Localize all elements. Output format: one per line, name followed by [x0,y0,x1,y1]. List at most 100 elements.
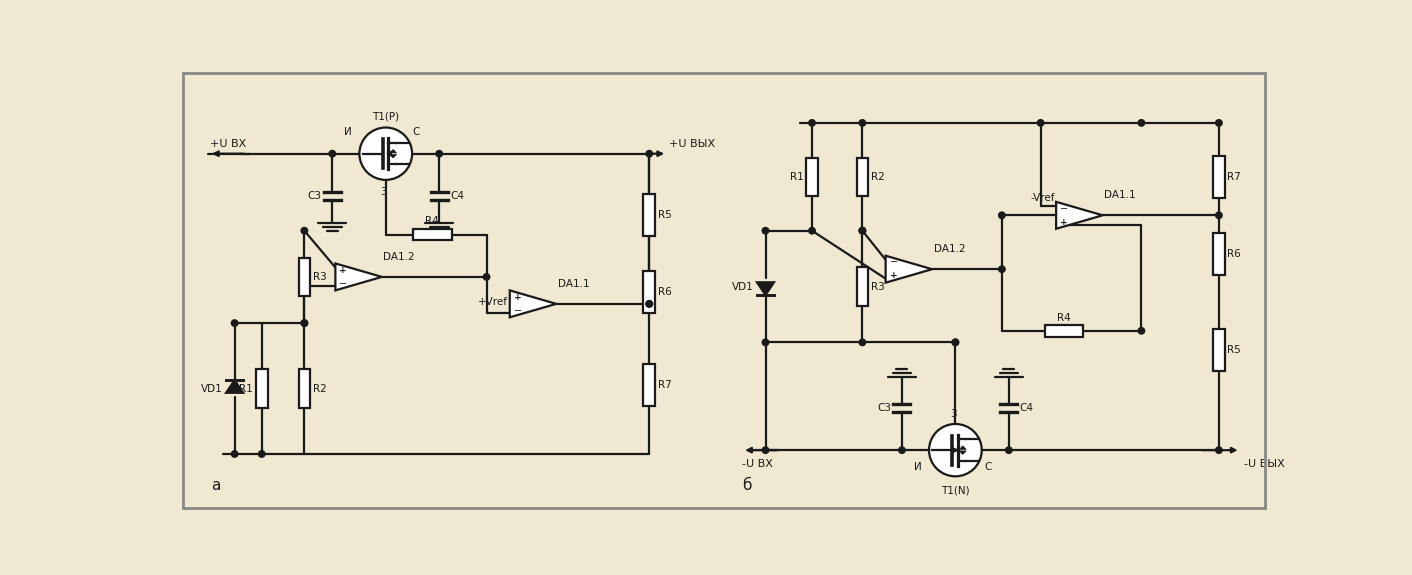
Polygon shape [1056,202,1103,229]
Text: 3: 3 [380,187,387,197]
Bar [412,229,452,240]
Text: R3: R3 [871,282,885,292]
Text: +: + [890,271,897,281]
Text: −: − [890,258,898,267]
Circle shape [858,228,866,234]
Polygon shape [757,282,774,295]
Text: -U ВЫХ: -U ВЫХ [1244,459,1285,469]
Circle shape [809,228,815,234]
Text: +Vref: +Vref [479,297,508,306]
Polygon shape [390,150,397,153]
Text: DA1.2: DA1.2 [384,252,415,262]
Circle shape [1038,120,1043,126]
Text: T1(P): T1(P) [373,112,400,121]
Circle shape [1216,120,1223,126]
Circle shape [1216,447,1223,453]
Text: DA1.1: DA1.1 [1104,190,1135,200]
Text: R1: R1 [789,172,803,182]
Circle shape [809,120,815,126]
Text: б: б [743,477,751,493]
Circle shape [436,151,442,157]
Circle shape [647,151,652,157]
Circle shape [762,339,768,346]
Polygon shape [336,263,381,290]
Polygon shape [959,446,966,450]
Text: 3: 3 [950,409,956,419]
Text: T1(N): T1(N) [940,485,970,496]
Circle shape [898,447,905,453]
Text: R2: R2 [871,172,885,182]
Bar [644,271,655,313]
Text: +: + [339,266,347,275]
Polygon shape [510,290,556,317]
Circle shape [858,120,866,126]
Text: VD1: VD1 [733,282,754,292]
Circle shape [929,424,981,476]
Text: -U ВХ: -U ВХ [743,459,774,469]
Text: DA1.2: DA1.2 [933,244,966,254]
Text: C4: C4 [450,191,465,201]
Circle shape [329,151,336,157]
Polygon shape [885,256,932,283]
Circle shape [258,451,265,457]
Text: +: + [514,293,521,302]
Circle shape [1005,447,1012,453]
Circle shape [858,228,866,234]
Bar [857,158,868,196]
Bar [298,258,311,296]
Circle shape [1138,120,1145,126]
Circle shape [647,301,652,307]
Bar [857,267,868,306]
Circle shape [762,447,768,453]
Text: DA1.1: DA1.1 [558,279,589,289]
Circle shape [301,320,308,327]
Circle shape [232,320,237,327]
Bar [806,158,818,196]
Circle shape [762,228,768,234]
Circle shape [483,274,490,280]
Text: R5: R5 [658,210,672,220]
Circle shape [301,320,308,327]
Circle shape [647,301,652,307]
Bar [644,194,655,236]
Text: С: С [984,462,991,471]
Bar [1213,233,1224,275]
Text: R2: R2 [313,384,326,393]
Circle shape [301,228,308,234]
Text: И: И [345,126,352,137]
Text: -Vref: -Vref [1031,193,1055,203]
Text: R4: R4 [425,216,439,227]
Text: а: а [212,477,220,493]
Circle shape [998,266,1005,273]
Polygon shape [390,155,397,158]
Polygon shape [226,380,243,393]
Text: C3: C3 [877,403,891,413]
Text: C3: C3 [308,191,322,201]
Bar [644,363,655,406]
Polygon shape [959,451,966,454]
Text: R7: R7 [658,380,672,390]
Bar [256,369,267,408]
Text: −: − [339,279,347,289]
Text: R3: R3 [313,272,326,282]
Text: R6: R6 [1227,249,1241,259]
Bar [1045,325,1083,336]
Circle shape [360,128,412,180]
Text: И: И [914,462,921,471]
Text: +U ВЫХ: +U ВЫХ [669,139,714,149]
Text: +: + [1060,217,1067,227]
Text: R4: R4 [1058,313,1070,323]
Text: −: − [514,305,522,316]
Text: R5: R5 [1227,345,1241,355]
Bar [1213,156,1224,198]
Circle shape [1138,328,1145,334]
Bar [298,369,311,408]
Circle shape [1216,212,1223,218]
Circle shape [232,451,237,457]
Circle shape [858,339,866,346]
Circle shape [998,212,1005,218]
Text: VD1: VD1 [202,384,223,393]
Text: +U ВХ: +U ВХ [210,139,246,149]
Text: R1: R1 [240,384,253,393]
Text: −: − [1060,204,1067,213]
